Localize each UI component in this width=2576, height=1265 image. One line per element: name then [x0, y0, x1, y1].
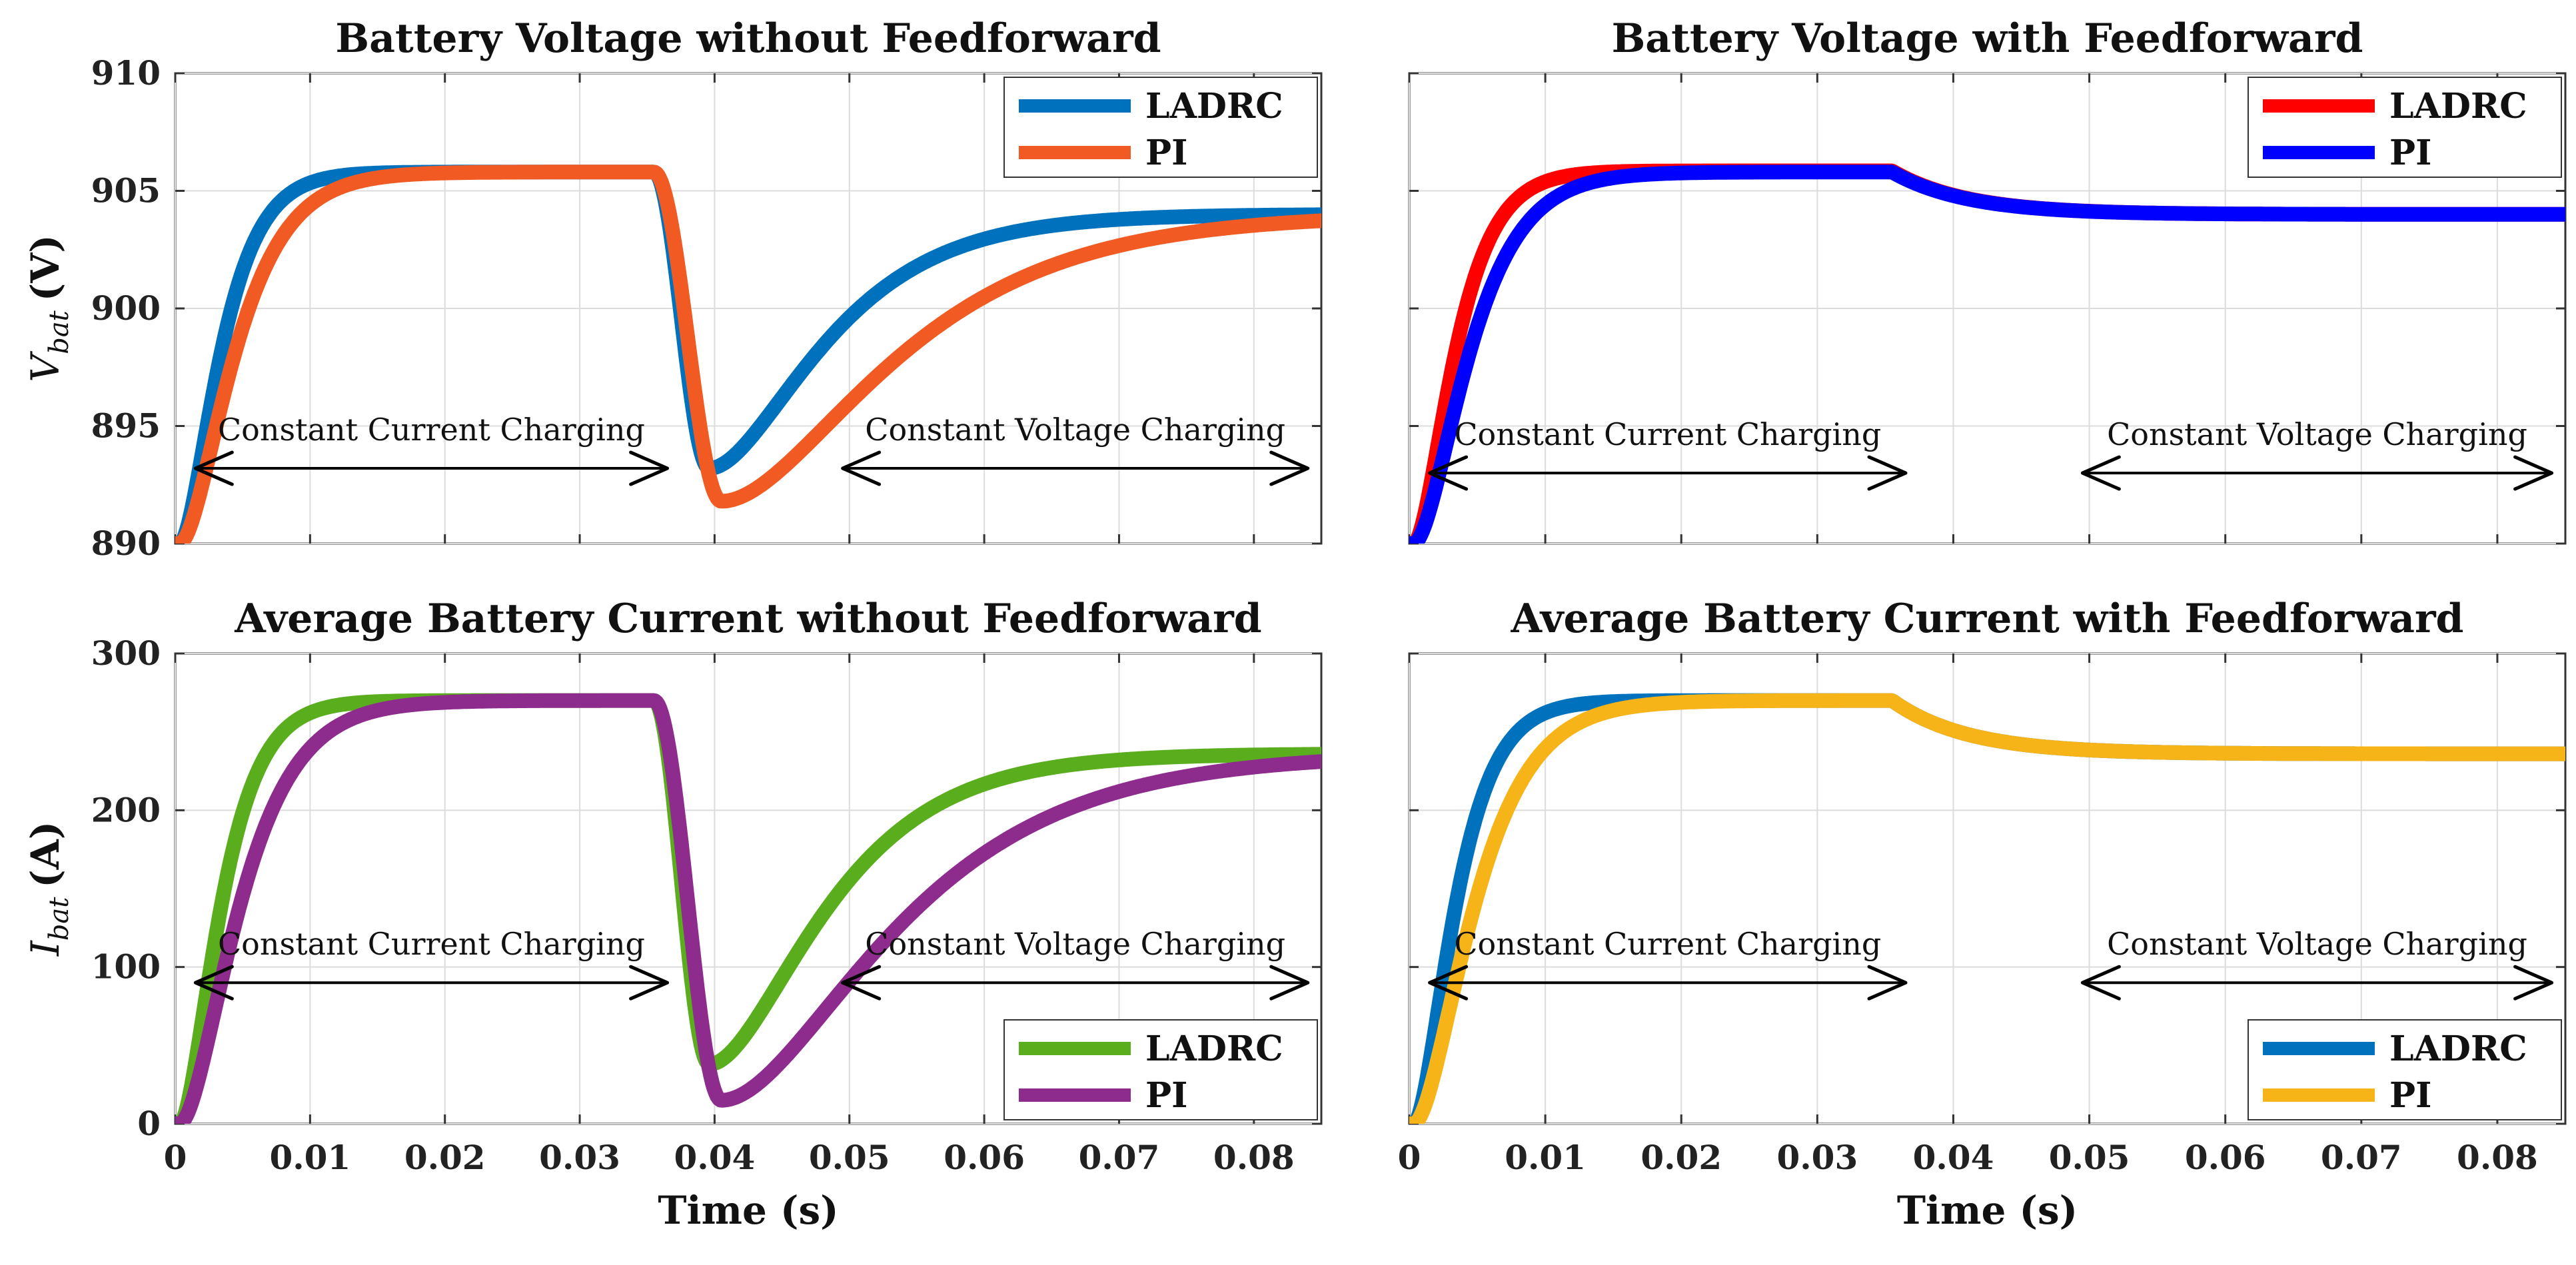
x-tick-label: 0.01 [1505, 1138, 1586, 1177]
x-tick-label: 0.07 [1079, 1138, 1160, 1177]
x-tick-label: 0.02 [1640, 1138, 1722, 1177]
legend: LADRC PI [1003, 1019, 1318, 1120]
arrowhead-left [841, 965, 882, 1001]
y-tick-label: 910 [91, 53, 161, 93]
y-tick-label: 905 [91, 171, 161, 211]
legend-label-pi: PI [1145, 1075, 1187, 1116]
arrowhead-right [629, 965, 670, 1001]
chart-panel-3: Average Battery Current without Feedforw… [23, 596, 1323, 1233]
annotation-label: Constant Voltage Charging [865, 926, 1285, 962]
x-tick-label: 0.03 [539, 1138, 620, 1177]
arrowhead-left [841, 450, 882, 486]
legend: LADRC PI [2248, 77, 2562, 178]
x-tick-label: 0.08 [1213, 1138, 1295, 1177]
annotation-label: Constant Current Charging [218, 926, 645, 962]
arrowhead-right [1867, 455, 1908, 491]
arrowhead-right [2513, 455, 2554, 491]
x-axis-label: Time (s) [658, 1188, 838, 1233]
series-line-pi [1409, 165, 2565, 544]
arrowhead-left [1428, 455, 1469, 491]
legend-label-ladrc: LADRC [2389, 86, 2527, 127]
arrowhead-left [193, 965, 234, 1001]
x-tick-label: 0.05 [809, 1138, 890, 1177]
y-axis-label: Ibat(A) [23, 821, 75, 957]
annotation-label: Constant Current Charging [1454, 416, 1881, 452]
y-tick-label: 900 [91, 288, 161, 328]
x-tick-label: 0 [164, 1138, 187, 1177]
chart-panel-1: Battery Voltage without Feedforward 890 89… [23, 15, 1323, 563]
arrowhead-left [1428, 965, 1469, 1001]
arrowhead-left [2080, 965, 2121, 1001]
series-line-pi [1409, 693, 2565, 1124]
legend-label-ladrc: LADRC [1145, 86, 1283, 127]
series-line-pi [175, 165, 1321, 544]
x-tick-label: 0.03 [1776, 1138, 1858, 1177]
arrowhead-right [1269, 450, 1310, 486]
annotation-label: Constant Current Charging [218, 412, 645, 448]
annotation-label: Constant Voltage Charging [865, 412, 1285, 448]
legend-label-pi: PI [2389, 1075, 2431, 1116]
legend: LADRC PI [1003, 77, 1318, 178]
legend-label-ladrc: LADRC [2389, 1029, 2527, 1069]
chart-title: Battery Voltage without Feedforward [335, 15, 1161, 62]
arrowhead-right [1269, 965, 1310, 1001]
x-tick-label: 0.06 [944, 1138, 1025, 1177]
y-tick-label: 300 [91, 633, 161, 673]
chart-panel-2: Battery Voltage with Feedforward Constant… [1408, 15, 2567, 545]
x-tick-label: 0.06 [2185, 1138, 2266, 1177]
x-tick-label: 0.04 [674, 1138, 756, 1177]
series-line-pi [175, 693, 1321, 1124]
chart-title: Battery Voltage with Feedforward [1612, 15, 2363, 62]
x-tick-label: 0.02 [404, 1138, 486, 1177]
arrowhead-left [193, 450, 234, 486]
legend-label-pi: PI [2389, 133, 2431, 173]
x-tick-label: 0.08 [2457, 1138, 2538, 1177]
chart-title: Average Battery Current with Feedforward [1510, 596, 2463, 642]
series-line-ladrc [175, 693, 1321, 1124]
annotation-label: Constant Voltage Charging [2107, 926, 2527, 962]
legend-label-pi: PI [1145, 133, 1187, 173]
arrowhead-right [629, 450, 670, 486]
y-axis-label: Vbat(V) [23, 234, 75, 382]
annotation-label: Constant Current Charging [1454, 926, 1881, 962]
legend-label-ladrc: LADRC [1145, 1029, 1283, 1069]
legend: LADRC PI [2248, 1019, 2562, 1120]
annotation-label: Constant Voltage Charging [2107, 416, 2527, 452]
arrowhead-right [2513, 965, 2554, 1001]
y-tick-label: 0 [137, 1104, 161, 1143]
y-tick-label: 100 [91, 947, 161, 987]
y-tick-label: 890 [91, 524, 161, 563]
x-tick-label: 0.07 [2321, 1138, 2402, 1177]
x-tick-label: 0 [1398, 1138, 1421, 1177]
arrowhead-right [1867, 965, 1908, 1001]
y-tick-label: 200 [91, 790, 161, 829]
x-axis-label: Time (s) [1897, 1188, 2078, 1233]
arrowhead-left [2080, 455, 2121, 491]
chart-panel-4: Average Battery Current with Feedforward… [1398, 596, 2567, 1233]
y-tick-label: 895 [91, 406, 161, 446]
x-tick-label: 0.05 [2049, 1138, 2130, 1177]
x-tick-label: 0.01 [269, 1138, 350, 1177]
chart-title: Average Battery Current without Feedforw… [234, 596, 1261, 642]
x-tick-label: 0.04 [1913, 1138, 1994, 1177]
